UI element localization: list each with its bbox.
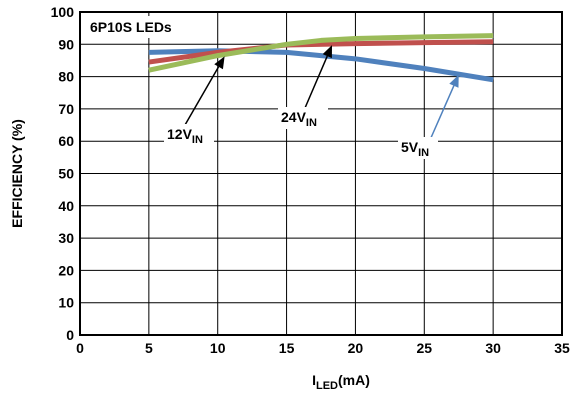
arrowhead-24v (322, 45, 333, 59)
label-12v-main: 12V (167, 126, 193, 142)
series-line-5v (148, 48, 494, 83)
y-tick-label: 20 (58, 262, 74, 278)
x-axis-label-sub: LED (316, 380, 338, 392)
series-layer (148, 33, 494, 83)
y-tick-label: 90 (58, 36, 74, 52)
x-tick-label: 25 (416, 340, 432, 356)
series-line-24v (148, 33, 494, 73)
x-tick-label: 0 (76, 340, 84, 356)
x-axis-label-main: I (312, 372, 316, 388)
x-tick-label: 20 (348, 340, 364, 356)
y-tick-label: 10 (58, 295, 74, 311)
y-tick-label: 40 (58, 198, 74, 214)
series-line-12v (148, 39, 494, 65)
series-label-12v: 12VIN (164, 56, 225, 146)
annotation-box (86, 16, 194, 38)
label-12v: 12VIN (167, 126, 203, 146)
label-24v-main: 24V (281, 109, 307, 125)
x-tick-label: 10 (210, 340, 226, 356)
label-5v: 5VIN (401, 139, 429, 159)
y-tick-label: 80 (58, 69, 74, 85)
y-tick-label: 70 (58, 101, 74, 117)
chart-annotation: 6P10S LEDs (90, 19, 172, 35)
x-tick-label: 15 (279, 340, 295, 356)
arrowhead-5v (449, 74, 459, 88)
label-bg-12v (164, 124, 214, 146)
arrowhead-12v (214, 56, 225, 70)
y-axis-label: EFFICIENCY (%) (9, 119, 25, 228)
x-tick-label: 35 (554, 340, 570, 356)
y-tick-label: 50 (58, 166, 74, 182)
label-bg-5v (398, 137, 438, 159)
y-tick-label: 100 (51, 4, 75, 20)
x-axis-label-tail: (mA) (338, 372, 370, 388)
series-label-5v: 5VIN (398, 74, 459, 159)
label-5v-sub: IN (418, 147, 429, 159)
tick-labels: 0 10 20 30 40 50 60 70 80 90 100 0 5 10 15 20 25 30 35 (51, 4, 570, 356)
y-tick-label: 0 (66, 327, 74, 343)
label-12v-sub: IN (192, 134, 203, 146)
label-24v: 24VIN (281, 109, 317, 129)
x-tick-label: 30 (485, 340, 501, 356)
x-tick-label: 5 (145, 340, 153, 356)
x-axis-label: ILED(mA) (312, 372, 370, 392)
plot-frame (79, 11, 563, 336)
y-tick-label: 60 (58, 133, 74, 149)
y-tick-label: 30 (58, 230, 74, 246)
label-bg-24v (278, 107, 328, 129)
arrow-12v (184, 66, 220, 126)
label-5v-main: 5V (401, 139, 419, 155)
label-24v-sub: IN (306, 117, 317, 129)
arrow-24v (304, 55, 328, 109)
series-label-24v: 24VIN (278, 45, 333, 129)
arrow-5v (429, 85, 455, 141)
